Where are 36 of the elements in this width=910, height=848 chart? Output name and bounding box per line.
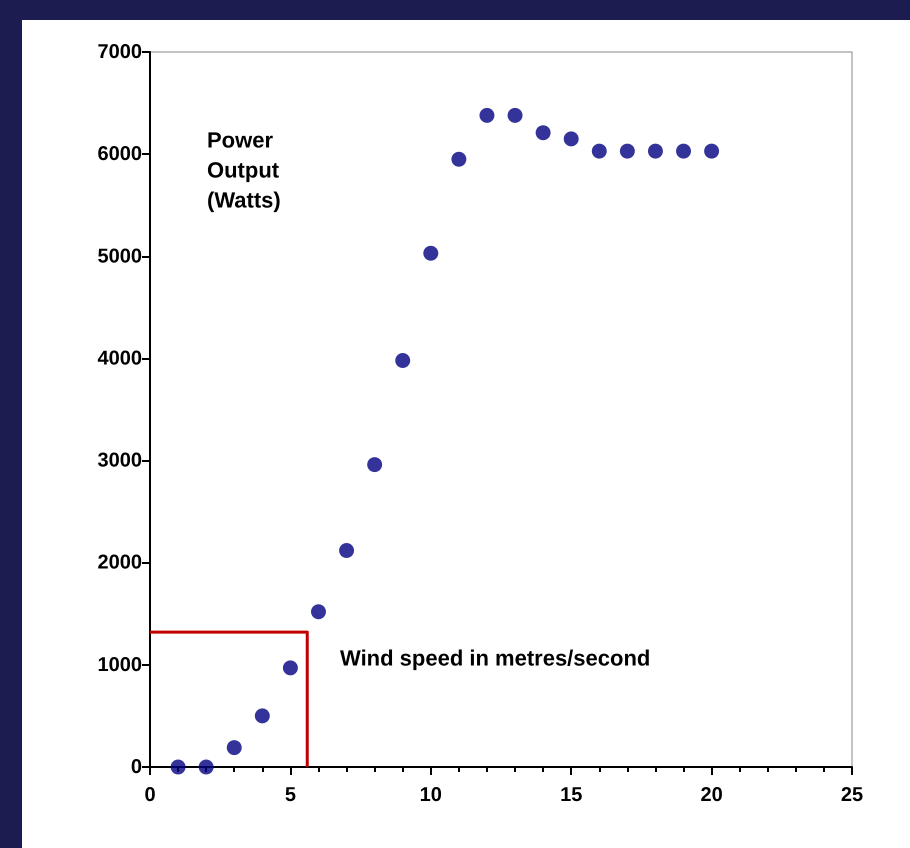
y-tick-label: 3000 bbox=[98, 450, 142, 472]
point bbox=[423, 246, 438, 261]
y-axis-title: Power Output (Watts) bbox=[207, 128, 286, 212]
x-axis-title: Wind speed in metres/second bbox=[340, 646, 650, 670]
point bbox=[254, 708, 270, 724]
x-tick-label: 10 bbox=[420, 784, 442, 806]
point bbox=[367, 457, 382, 472]
point bbox=[620, 144, 635, 159]
y-tick-label: 1000 bbox=[98, 654, 142, 676]
point bbox=[508, 108, 523, 123]
point bbox=[451, 152, 466, 167]
y-tick-label: 7000 bbox=[98, 41, 142, 63]
y-tick-label: 2000 bbox=[98, 552, 142, 574]
point bbox=[648, 144, 663, 159]
y-tick-label: 5000 bbox=[98, 245, 142, 268]
point bbox=[198, 760, 214, 774]
x-tick-label: 20 bbox=[700, 784, 723, 806]
point bbox=[170, 760, 186, 774]
y-tick-label: 4000 bbox=[98, 347, 142, 370]
x-tick-label: 25 bbox=[840, 784, 864, 806]
y-tick-label: 6000 bbox=[98, 143, 142, 166]
point bbox=[395, 352, 410, 368]
point bbox=[592, 144, 607, 159]
point bbox=[704, 144, 720, 159]
y-tick-label: 0 bbox=[130, 756, 142, 778]
point bbox=[339, 542, 354, 558]
x-tick-label: 5 bbox=[284, 784, 296, 806]
point bbox=[676, 144, 692, 159]
point bbox=[226, 740, 242, 756]
point bbox=[536, 125, 551, 140]
point bbox=[564, 131, 579, 146]
point bbox=[479, 108, 494, 123]
point bbox=[282, 660, 298, 676]
point bbox=[310, 604, 326, 620]
x-tick-label: 0 bbox=[144, 784, 156, 806]
x-tick-label: 15 bbox=[560, 784, 582, 806]
